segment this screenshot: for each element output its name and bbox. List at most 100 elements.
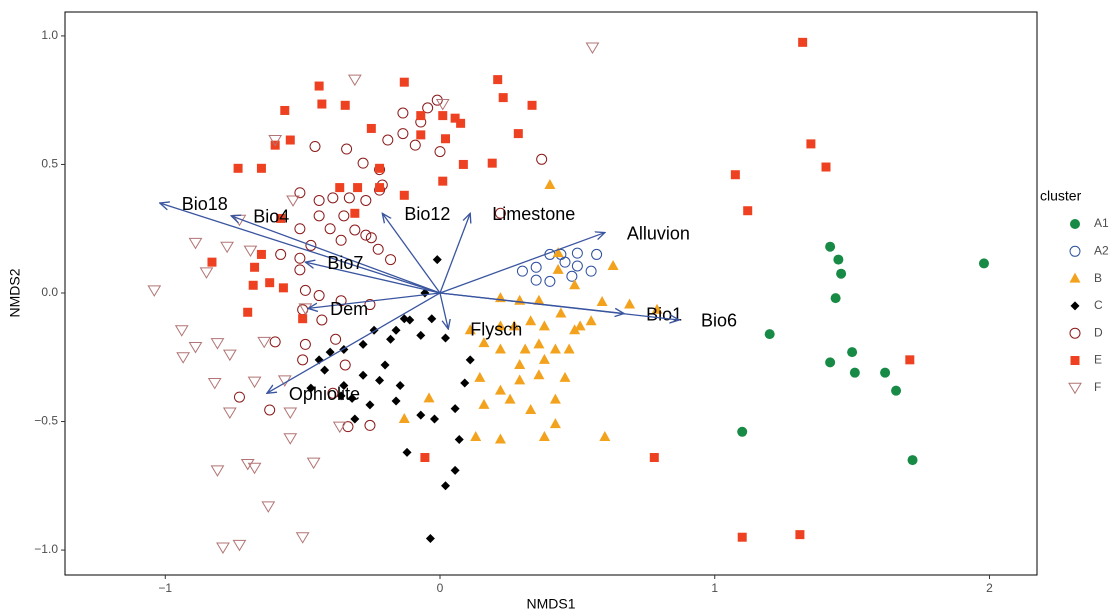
point — [624, 298, 636, 309]
point — [432, 255, 442, 265]
vector-label: Limestone — [492, 204, 575, 224]
point — [416, 111, 426, 121]
point — [571, 247, 583, 259]
point — [338, 210, 350, 222]
point — [978, 258, 989, 269]
point — [256, 163, 266, 173]
vector-label: Bio12 — [404, 204, 450, 224]
point — [591, 249, 603, 260]
point — [438, 176, 448, 186]
point — [441, 333, 451, 343]
point — [305, 240, 317, 251]
point — [830, 293, 841, 304]
point — [441, 134, 451, 144]
vector-arrow — [382, 213, 441, 294]
point — [176, 352, 191, 364]
point — [391, 396, 401, 406]
point — [825, 241, 836, 252]
point — [514, 358, 526, 369]
point — [188, 341, 203, 354]
point — [530, 274, 542, 286]
legend-label: A1 — [1094, 216, 1109, 230]
point — [555, 307, 567, 318]
point — [375, 375, 385, 385]
point — [256, 249, 266, 259]
point — [427, 314, 437, 324]
point — [402, 447, 412, 457]
point — [566, 270, 578, 282]
vector-arrow — [439, 233, 605, 294]
point — [268, 135, 283, 147]
vector-arrow — [305, 262, 441, 294]
vector-arrow — [308, 292, 441, 308]
y-tick-label: −1.0 — [34, 542, 58, 556]
x-tick-label: 2 — [986, 581, 993, 595]
point — [596, 295, 608, 306]
point — [544, 275, 556, 287]
point — [465, 355, 475, 365]
point — [278, 283, 288, 293]
legend-marker — [1070, 219, 1080, 229]
point — [207, 377, 222, 390]
point — [516, 265, 528, 277]
point — [299, 338, 311, 350]
point — [409, 139, 421, 151]
point — [332, 421, 347, 434]
legend-label: C — [1094, 298, 1103, 312]
point — [350, 208, 360, 218]
vector-label: Bio6 — [701, 311, 737, 331]
point — [243, 307, 253, 317]
point — [327, 387, 339, 399]
legend-label: B — [1094, 271, 1102, 285]
point — [405, 315, 415, 325]
point — [395, 381, 405, 391]
legend-label: F — [1094, 380, 1101, 394]
point — [552, 263, 564, 274]
point — [247, 376, 262, 389]
point — [434, 146, 446, 158]
point — [470, 430, 482, 441]
point — [438, 111, 448, 121]
point — [825, 357, 836, 368]
point — [232, 539, 247, 552]
point — [538, 320, 550, 331]
point — [357, 157, 369, 169]
point — [320, 365, 330, 375]
point — [280, 105, 290, 115]
vector-arrow — [439, 292, 448, 329]
point — [585, 315, 597, 326]
point — [364, 419, 376, 431]
vector-label: Bio4 — [253, 207, 289, 227]
vector-label: Alluvion — [627, 223, 690, 243]
point — [257, 336, 272, 349]
point — [487, 158, 497, 168]
point — [341, 143, 353, 155]
point — [430, 414, 440, 424]
point — [530, 261, 542, 273]
point — [199, 267, 214, 279]
point — [474, 371, 486, 382]
legend-marker — [1069, 245, 1081, 257]
vector-arrow — [160, 203, 441, 294]
point — [188, 237, 203, 250]
point — [737, 532, 747, 542]
point — [536, 153, 548, 165]
point — [233, 163, 243, 173]
point — [464, 324, 476, 335]
legend-marker — [1070, 356, 1080, 365]
point — [261, 501, 276, 513]
point — [649, 453, 659, 463]
legend-label: A2 — [1094, 243, 1109, 257]
point — [330, 333, 342, 345]
point — [240, 458, 255, 471]
point — [365, 400, 375, 410]
vector-label: Bio18 — [182, 194, 228, 214]
point — [335, 234, 347, 246]
point — [399, 77, 409, 87]
point — [514, 294, 526, 305]
point — [375, 163, 385, 173]
point — [525, 403, 537, 414]
point — [514, 374, 526, 385]
point — [571, 260, 583, 272]
point — [174, 325, 189, 337]
